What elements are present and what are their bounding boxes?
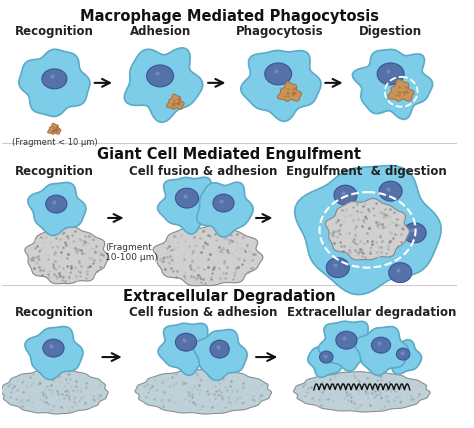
Polygon shape: [48, 123, 61, 134]
Ellipse shape: [265, 63, 292, 85]
Polygon shape: [1, 370, 108, 414]
Polygon shape: [295, 166, 441, 294]
Polygon shape: [158, 323, 216, 375]
Polygon shape: [293, 372, 430, 412]
Text: Giant Cell Mediated Engulfment: Giant Cell Mediated Engulfment: [97, 147, 361, 163]
Polygon shape: [352, 49, 433, 119]
Text: Recognition: Recognition: [15, 25, 94, 38]
Text: Engulfment  & digestion: Engulfment & digestion: [286, 165, 447, 178]
Ellipse shape: [377, 63, 404, 85]
Ellipse shape: [379, 181, 402, 201]
Polygon shape: [197, 182, 253, 237]
Ellipse shape: [42, 69, 67, 89]
Text: Extracellular Degradation: Extracellular Degradation: [123, 288, 336, 303]
Polygon shape: [319, 321, 376, 372]
Polygon shape: [25, 226, 109, 284]
Polygon shape: [278, 82, 301, 101]
Text: Extracellular degradation: Extracellular degradation: [287, 306, 456, 319]
Ellipse shape: [326, 258, 349, 278]
Polygon shape: [388, 79, 414, 101]
Text: (Fragment
10-100 μm): (Fragment 10-100 μm): [105, 243, 158, 262]
Text: Recognition: Recognition: [15, 306, 94, 319]
Ellipse shape: [210, 340, 229, 358]
Text: Macrophage Mediated Phagocytosis: Macrophage Mediated Phagocytosis: [80, 9, 379, 24]
Polygon shape: [19, 49, 90, 116]
Polygon shape: [124, 48, 203, 122]
Polygon shape: [135, 370, 272, 414]
Text: Adhesion: Adhesion: [129, 25, 191, 38]
Polygon shape: [157, 177, 220, 234]
Ellipse shape: [175, 188, 199, 208]
Polygon shape: [25, 327, 83, 380]
Ellipse shape: [389, 263, 412, 282]
Ellipse shape: [319, 351, 333, 363]
Polygon shape: [355, 327, 409, 375]
Polygon shape: [326, 199, 410, 260]
Polygon shape: [308, 343, 345, 377]
Text: Recognition: Recognition: [15, 165, 94, 178]
Polygon shape: [28, 182, 86, 235]
Polygon shape: [153, 224, 263, 286]
Text: Cell fusion & adhesion: Cell fusion & adhesion: [129, 306, 277, 319]
Ellipse shape: [336, 331, 357, 349]
Text: (Fragment < 10 μm): (Fragment < 10 μm): [11, 139, 97, 148]
Text: Digestion: Digestion: [359, 25, 422, 38]
Ellipse shape: [213, 194, 234, 212]
Ellipse shape: [43, 339, 64, 357]
Polygon shape: [166, 94, 184, 109]
Text: Cell fusion & adhesion: Cell fusion & adhesion: [129, 165, 277, 178]
Polygon shape: [241, 51, 321, 122]
Polygon shape: [385, 340, 421, 374]
Ellipse shape: [46, 195, 67, 213]
Ellipse shape: [146, 65, 173, 87]
Ellipse shape: [372, 337, 391, 353]
Ellipse shape: [334, 185, 357, 205]
Ellipse shape: [403, 223, 426, 243]
Ellipse shape: [396, 348, 410, 360]
Text: Phagocytosis: Phagocytosis: [237, 25, 324, 38]
Ellipse shape: [175, 333, 197, 351]
Polygon shape: [193, 330, 247, 380]
